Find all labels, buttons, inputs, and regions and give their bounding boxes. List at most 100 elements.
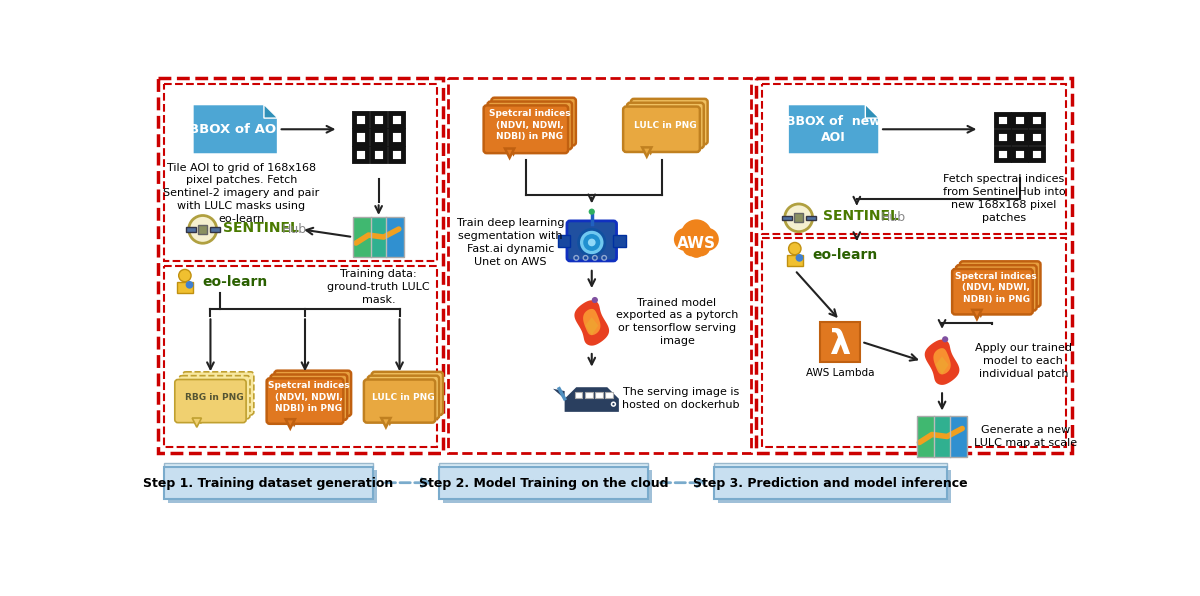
Polygon shape [386, 217, 404, 257]
Text: Fetch spectral indices
from SentinelHub into
new 168x168 pixel
patches: Fetch spectral indices from SentinelHub … [943, 175, 1066, 223]
Bar [168, 470, 377, 502]
Text: Apply our trained
model to each
individual patch: Apply our trained model to each individu… [974, 343, 1072, 379]
Circle shape [612, 403, 614, 405]
Bar [996, 131, 1009, 143]
Bar [164, 464, 373, 468]
Bar [186, 227, 196, 232]
Bar [1013, 131, 1026, 143]
FancyBboxPatch shape [952, 269, 1033, 315]
FancyBboxPatch shape [364, 380, 436, 423]
Text: The serving image is
hosted on dockerhub: The serving image is hosted on dockerhub [622, 387, 739, 410]
Bar [198, 225, 208, 234]
FancyBboxPatch shape [491, 98, 576, 145]
Bar [390, 131, 403, 144]
Circle shape [593, 256, 598, 260]
Text: AWS: AWS [677, 237, 716, 252]
Polygon shape [196, 414, 205, 423]
Bar [762, 84, 1066, 234]
Bar [157, 77, 443, 454]
Polygon shape [178, 282, 193, 293]
Text: LULC in PNG: LULC in PNG [634, 121, 697, 130]
Bar [449, 77, 751, 454]
Bar [584, 392, 593, 398]
Bar [781, 216, 792, 220]
Bar [756, 77, 1073, 454]
Text: Step 2. Model Training on the cloud: Step 2. Model Training on the cloud [419, 477, 668, 490]
Circle shape [691, 238, 710, 256]
Bar [354, 113, 367, 126]
Text: SENTINEL: SENTINEL [823, 209, 899, 224]
Text: LULC in PNG: LULC in PNG [372, 393, 434, 402]
Text: Step 3. Prediction and model inference: Step 3. Prediction and model inference [694, 477, 967, 490]
Circle shape [788, 243, 802, 254]
Bar [794, 213, 803, 222]
Circle shape [680, 219, 712, 250]
Bar [595, 392, 602, 398]
Text: Training data:
ground-truth LULC
mask.: Training data: ground-truth LULC mask. [328, 269, 430, 305]
Bar [372, 148, 385, 162]
FancyBboxPatch shape [270, 374, 347, 420]
Bar [164, 467, 373, 499]
Bar [164, 266, 437, 447]
Text: Train deep learning
segmentation with
Fast.ai dynamic
Unet on AWS: Train deep learning segmentation with Fa… [457, 218, 564, 266]
Bar [558, 235, 570, 247]
FancyBboxPatch shape [266, 378, 343, 424]
Polygon shape [509, 145, 518, 154]
Text: Spetcral indices
(NDVI, NDWI,
NDBI) in PNG: Spetcral indices (NDVI, NDWI, NDBI) in P… [268, 381, 349, 413]
Bar [1031, 148, 1043, 160]
Polygon shape [949, 417, 967, 457]
Polygon shape [565, 387, 619, 412]
Circle shape [179, 269, 191, 282]
FancyBboxPatch shape [484, 105, 568, 153]
Circle shape [574, 256, 578, 260]
Text: Tile AOI to grid of 168x168
pixel patches. Fetch
Sentinel-2 imagery and pair
wit: Tile AOI to grid of 168x168 pixel patche… [163, 163, 319, 224]
Circle shape [583, 234, 600, 251]
Text: BBOX of AOI: BBOX of AOI [190, 123, 281, 136]
Polygon shape [936, 356, 948, 374]
Polygon shape [642, 147, 652, 157]
Bar [1031, 114, 1043, 126]
Polygon shape [935, 417, 949, 457]
FancyBboxPatch shape [628, 103, 703, 148]
Circle shape [186, 281, 193, 288]
Bar [762, 238, 1066, 447]
Text: eo-learn: eo-learn [203, 275, 268, 288]
Circle shape [696, 228, 719, 251]
Bar [354, 148, 367, 162]
Circle shape [188, 216, 217, 243]
Polygon shape [289, 415, 299, 424]
Bar [917, 417, 967, 457]
Polygon shape [972, 310, 982, 319]
Circle shape [785, 204, 812, 232]
Circle shape [683, 238, 701, 256]
Bar [996, 148, 1009, 160]
FancyBboxPatch shape [623, 107, 700, 152]
Polygon shape [575, 300, 610, 346]
Bar [372, 131, 385, 144]
Bar [714, 464, 947, 468]
Polygon shape [192, 418, 202, 427]
Text: SENTINEL: SENTINEL [223, 221, 299, 235]
Polygon shape [787, 254, 803, 266]
Polygon shape [646, 144, 655, 153]
Text: Generate a new
LULC map at scale: Generate a new LULC map at scale [974, 425, 1078, 448]
Bar [443, 470, 653, 502]
Bar [354, 131, 367, 144]
Polygon shape [586, 317, 599, 335]
Circle shape [674, 228, 697, 251]
FancyBboxPatch shape [372, 372, 443, 415]
Bar [613, 235, 626, 247]
Polygon shape [389, 410, 398, 420]
Polygon shape [293, 411, 302, 421]
Polygon shape [583, 309, 600, 335]
Circle shape [583, 256, 588, 260]
Polygon shape [264, 104, 278, 118]
FancyBboxPatch shape [367, 375, 439, 419]
Polygon shape [980, 302, 989, 311]
FancyBboxPatch shape [631, 99, 708, 144]
Polygon shape [200, 410, 209, 420]
Text: Step 1. Training dataset generation: Step 1. Training dataset generation [144, 477, 394, 490]
Text: Trained model
exported as a pytorch
or tensorflow serving
image: Trained model exported as a pytorch or t… [616, 297, 738, 346]
Circle shape [689, 243, 704, 258]
Polygon shape [788, 104, 880, 154]
